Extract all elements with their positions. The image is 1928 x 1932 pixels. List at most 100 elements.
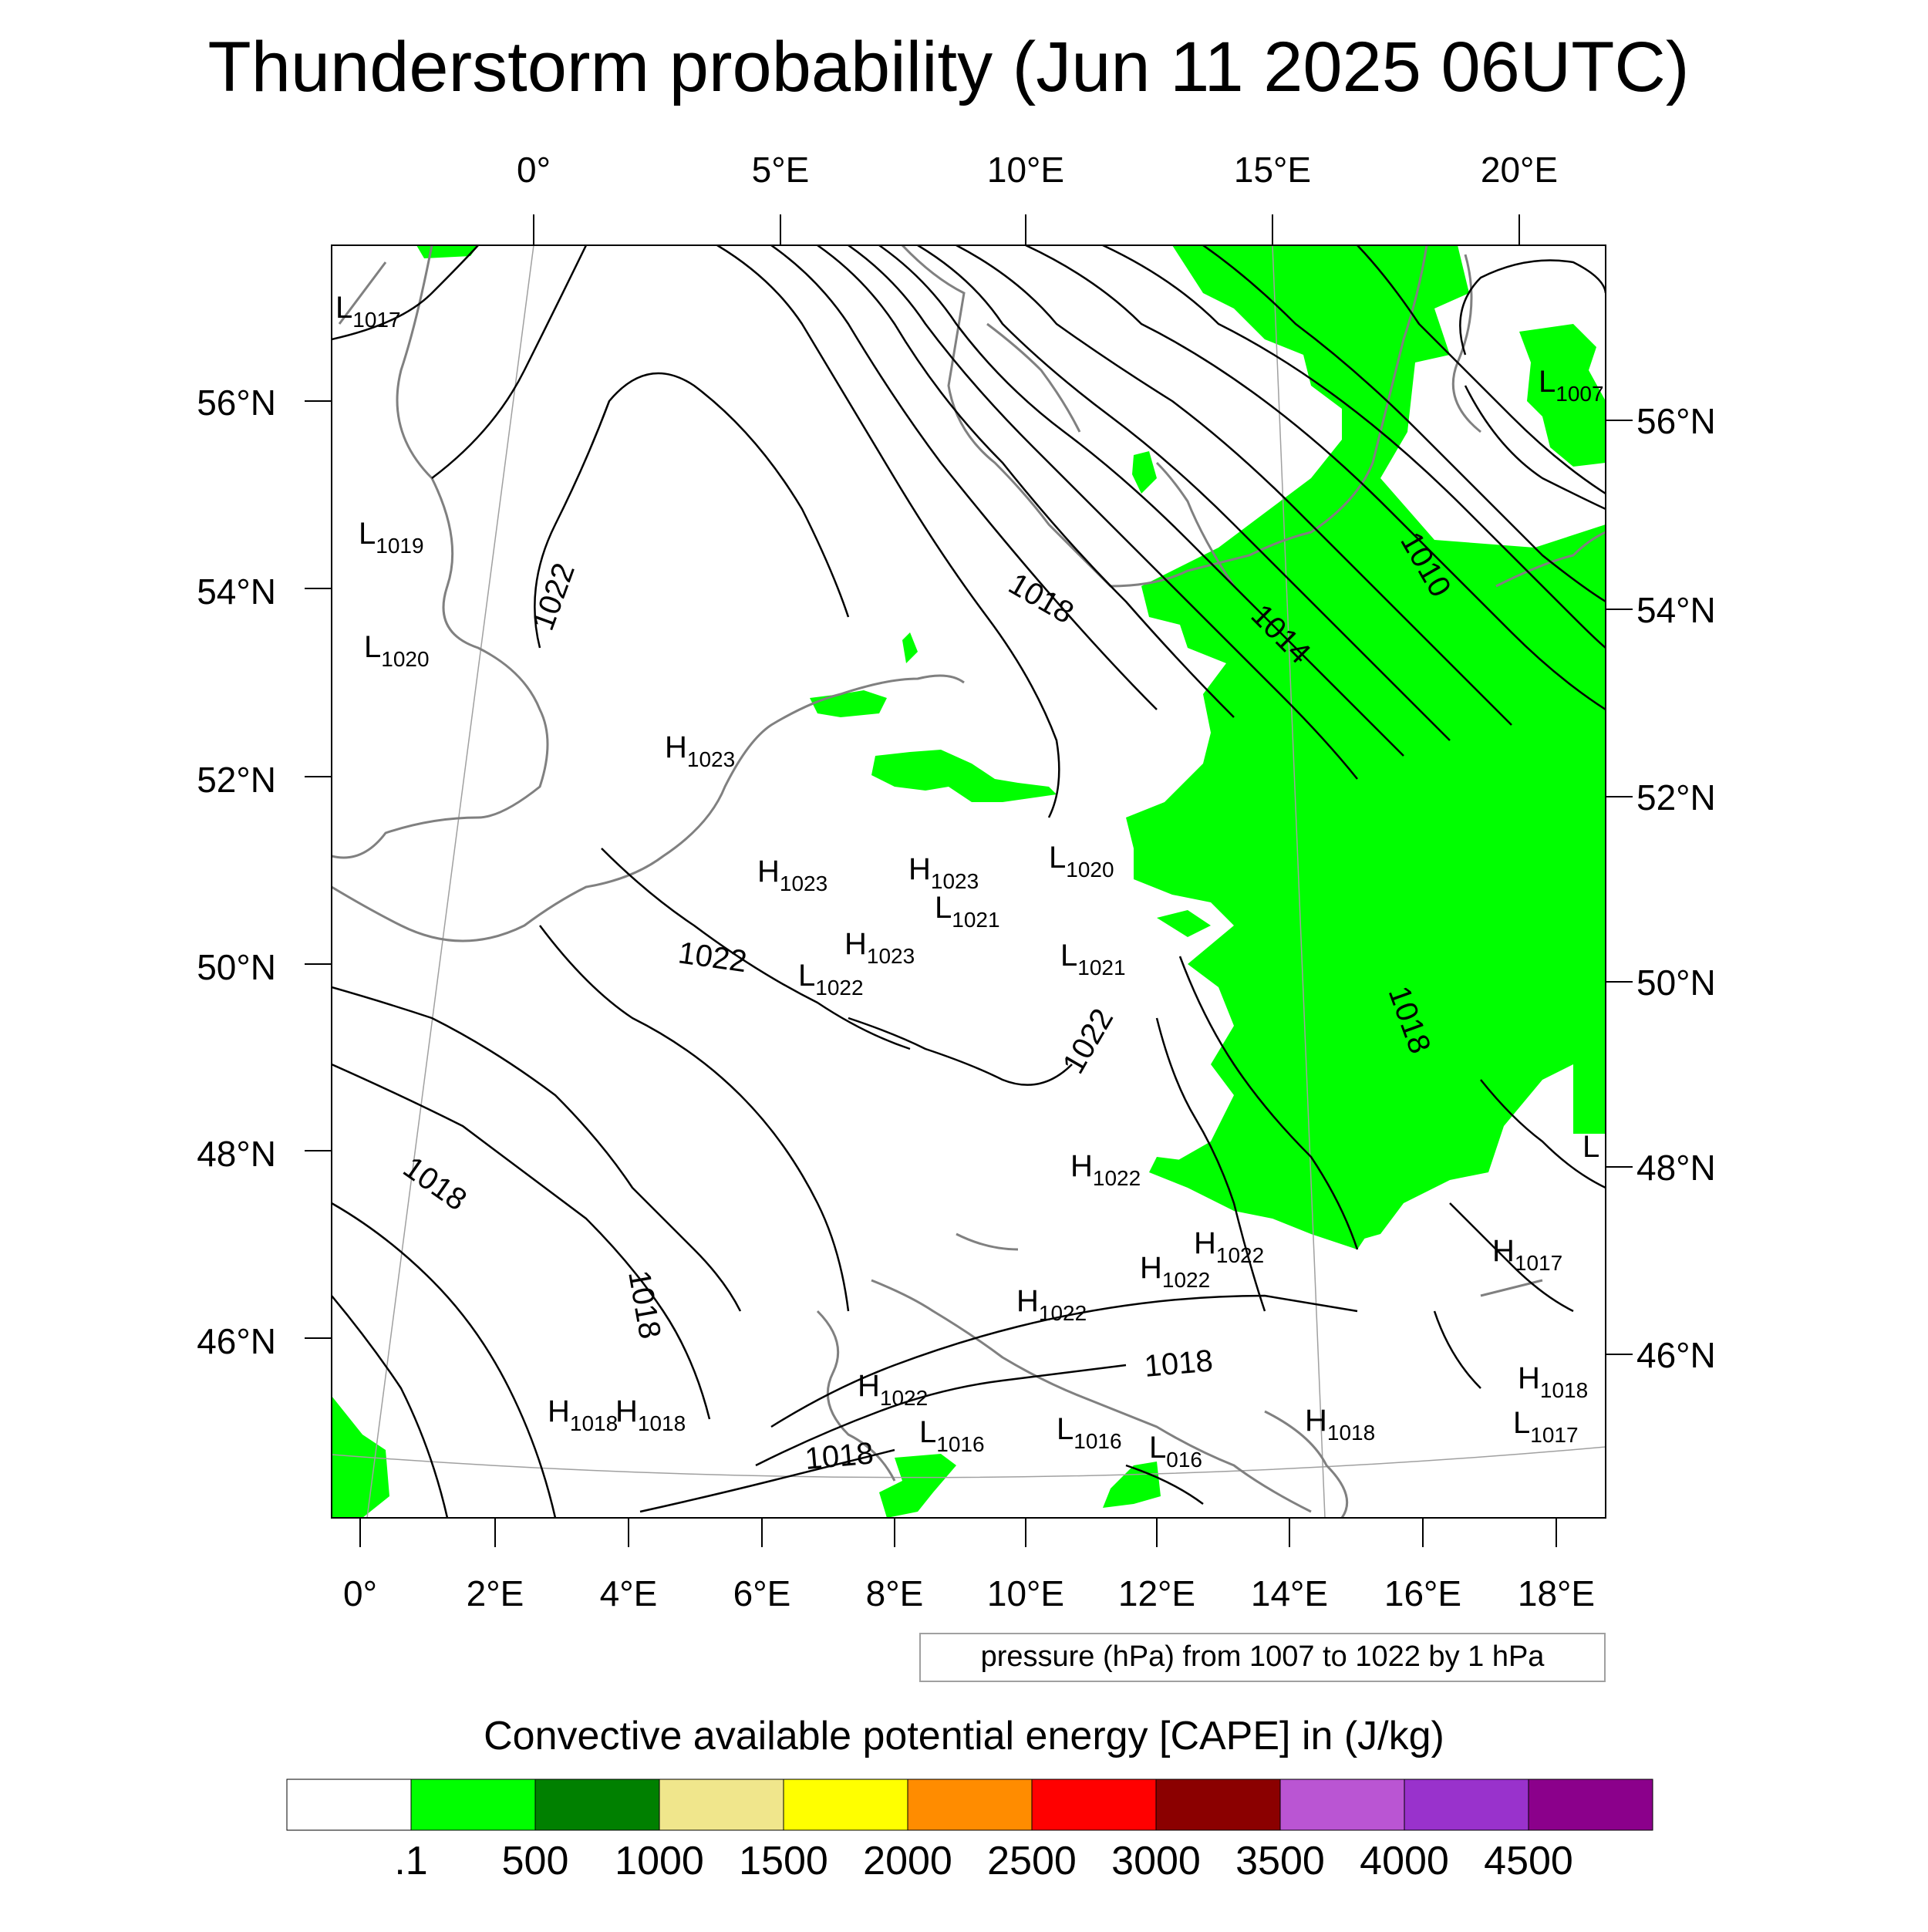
bottom-lon-label: 4°E bbox=[600, 1573, 658, 1613]
left-ticks bbox=[305, 400, 332, 1339]
top-ticks bbox=[533, 214, 1520, 245]
cape-area-east bbox=[1126, 245, 1606, 1242]
left-lat-label: 48°N bbox=[197, 1134, 276, 1174]
pressure-center: L1016 bbox=[919, 1415, 985, 1456]
cape-area-nl bbox=[902, 632, 918, 663]
bottom-lon-label: 10°E bbox=[987, 1573, 1064, 1613]
colorbar-label: 2000 bbox=[863, 1839, 952, 1883]
pressure-center: H1023 bbox=[844, 927, 915, 968]
cape-area-alps bbox=[1149, 1157, 1373, 1249]
cape-area-baltic bbox=[1132, 451, 1157, 494]
bottom-lon-label: 14°E bbox=[1251, 1573, 1328, 1613]
colorbar-box bbox=[659, 1779, 784, 1831]
colorbar-label: 4000 bbox=[1360, 1839, 1449, 1883]
colorbar bbox=[286, 1779, 1653, 1831]
pressure-center: L1021 bbox=[1060, 939, 1126, 979]
top-lon-label: 20°E bbox=[1481, 150, 1558, 190]
pressure-center: H1018 bbox=[615, 1394, 686, 1435]
pressure-center: H1018 bbox=[1518, 1361, 1588, 1402]
map-frame bbox=[331, 244, 1606, 1519]
bottom-lon-label: 8°E bbox=[866, 1573, 924, 1613]
colorbar-label: 1500 bbox=[739, 1839, 828, 1883]
pressure-center: L1020 bbox=[1049, 841, 1114, 882]
bottom-lon-label: 18°E bbox=[1518, 1573, 1595, 1613]
pressure-center: H1018 bbox=[1305, 1404, 1375, 1445]
pressure-center: L1022 bbox=[798, 959, 864, 1000]
bottom-lon-label: 2°E bbox=[467, 1573, 524, 1613]
colorbar-label: 500 bbox=[502, 1839, 569, 1883]
pressure-center: H1022 bbox=[1070, 1149, 1141, 1190]
pressure-center: L1016 bbox=[1057, 1412, 1122, 1453]
colorbar-box bbox=[286, 1779, 412, 1831]
colorbar-box bbox=[1279, 1779, 1405, 1831]
right-latitude-labels: 56°N 54°N 52°N 50°N 48°N 46°N bbox=[1636, 401, 1716, 1375]
pressure-center: L1021 bbox=[935, 891, 1000, 932]
left-lat-label: 50°N bbox=[197, 947, 276, 987]
contour-label: 1018 bbox=[1143, 1344, 1214, 1384]
colorbar-box bbox=[1155, 1779, 1281, 1831]
pressure-center: H1023 bbox=[908, 852, 979, 893]
left-latitude-labels: 56°N 54°N 52°N 50°N 48°N 46°N bbox=[197, 383, 276, 1361]
pressure-center: H1022 bbox=[1140, 1251, 1210, 1292]
top-lon-label: 15°E bbox=[1234, 150, 1311, 190]
map-area bbox=[332, 245, 1606, 1518]
colorbar-title: Convective available potential energy [C… bbox=[484, 1714, 1444, 1758]
pressure-center: H1018 bbox=[548, 1394, 618, 1435]
pressure-center: H1022 bbox=[1016, 1284, 1087, 1325]
right-lat-label: 48°N bbox=[1636, 1148, 1716, 1188]
pressure-center: H1023 bbox=[665, 730, 735, 771]
colorbar-label: 4500 bbox=[1484, 1839, 1573, 1883]
colorbar-labels: .1 500 1000 1500 2000 2500 3000 3500 4000 4500 bbox=[394, 1839, 1573, 1883]
colorbar-box bbox=[1528, 1779, 1653, 1831]
pressure-center: L bbox=[1583, 1130, 1599, 1164]
bottom-ticks bbox=[359, 1518, 1557, 1547]
bottom-lon-label: 0° bbox=[343, 1573, 377, 1613]
bottom-lon-label: 16°E bbox=[1384, 1573, 1461, 1613]
top-lon-label: 10°E bbox=[987, 150, 1064, 190]
right-lat-label: 50°N bbox=[1636, 963, 1716, 1003]
colorbar-label: 1000 bbox=[615, 1839, 704, 1883]
pressure-center: H1017 bbox=[1492, 1234, 1562, 1275]
map-title: Thunderstorm probability (Jun 11 2025 06… bbox=[208, 28, 1690, 106]
contour-label: 1018 bbox=[804, 1436, 875, 1476]
pressure-center: L1017 bbox=[1513, 1406, 1579, 1447]
colorbar-box bbox=[410, 1779, 536, 1831]
graticule bbox=[332, 245, 1606, 1518]
colorbar-box bbox=[783, 1779, 908, 1831]
contour-info-text: pressure (hPa) from 1007 to 1022 by 1 hP… bbox=[981, 1640, 1545, 1673]
isobars bbox=[332, 245, 1606, 1518]
pressure-center: H1022 bbox=[858, 1369, 928, 1410]
colorbar-label: 3500 bbox=[1235, 1839, 1325, 1883]
left-lat-label: 54°N bbox=[197, 572, 276, 612]
colorbar-box bbox=[1404, 1779, 1529, 1831]
colorbar-label: 3000 bbox=[1111, 1839, 1201, 1883]
right-lat-label: 54°N bbox=[1636, 590, 1716, 630]
colorbar-label: .1 bbox=[394, 1839, 427, 1883]
bottom-lon-label: 12°E bbox=[1118, 1573, 1195, 1613]
top-longitude-labels: 0° 5°E 10°E 15°E 20°E bbox=[517, 150, 1558, 190]
colorbar-box bbox=[1031, 1779, 1157, 1831]
colorbar-box bbox=[534, 1779, 660, 1831]
pressure-center: L1007 bbox=[1539, 365, 1604, 406]
cape-area-germany bbox=[871, 750, 1057, 802]
right-lat-label: 56°N bbox=[1636, 401, 1716, 441]
cape-area-swiss-east bbox=[1157, 910, 1211, 937]
colorbar-box bbox=[907, 1779, 1033, 1831]
pressure-centers: L1017 L1019 L1020 H1023 H1023 H1023 L102… bbox=[335, 291, 1604, 1472]
right-lat-label: 52°N bbox=[1636, 777, 1716, 818]
cape-area-south1 bbox=[879, 1454, 956, 1518]
pressure-center: L1019 bbox=[359, 517, 424, 558]
top-lon-label: 0° bbox=[517, 150, 551, 190]
pressure-center: L1017 bbox=[335, 291, 401, 332]
pressure-center: H1022 bbox=[1194, 1226, 1264, 1267]
pressure-center: L016 bbox=[1149, 1431, 1202, 1472]
bottom-longitude-labels: 0° 2°E 4°E 6°E 8°E 10°E 12°E 14°E 16°E 1… bbox=[343, 1573, 1595, 1613]
left-lat-label: 52°N bbox=[197, 760, 276, 800]
colorbar-label: 2500 bbox=[987, 1839, 1077, 1883]
pressure-center: L1020 bbox=[364, 630, 430, 671]
cape-shading bbox=[332, 245, 1606, 1518]
left-lat-label: 46°N bbox=[197, 1321, 276, 1361]
right-lat-label: 46°N bbox=[1636, 1335, 1716, 1375]
